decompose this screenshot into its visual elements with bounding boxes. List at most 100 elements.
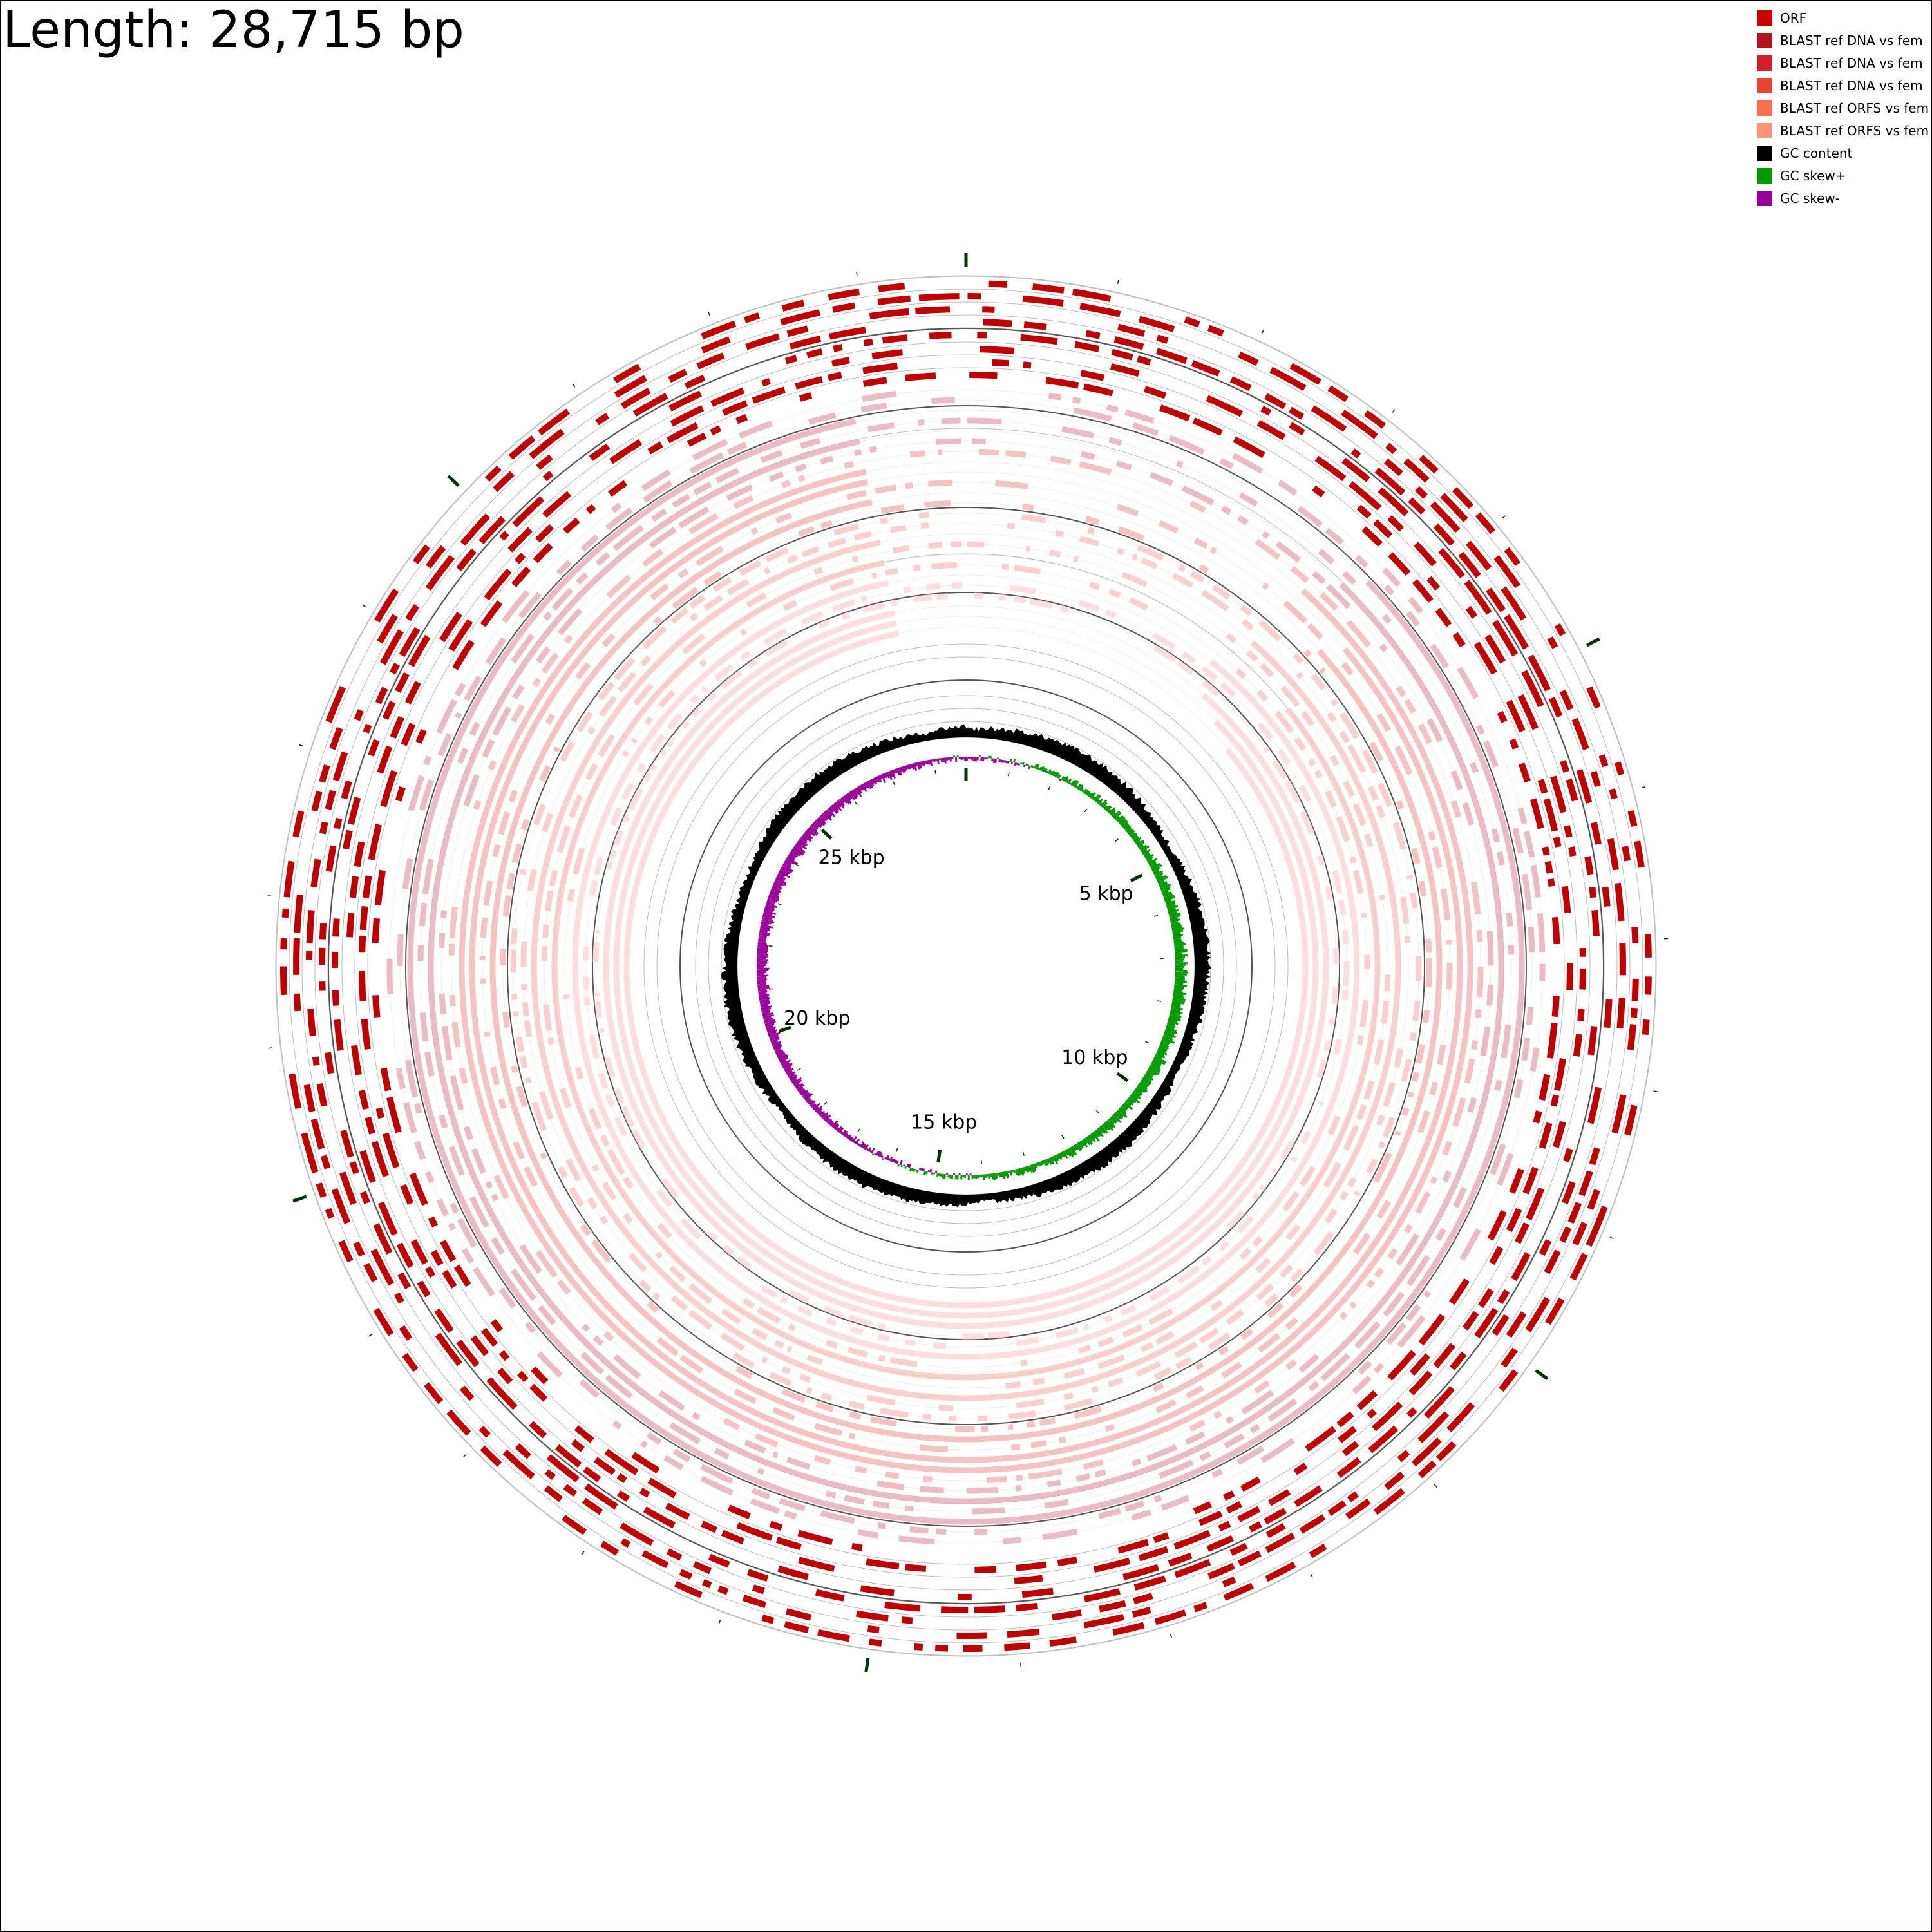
inner-major-tick bbox=[1116, 1072, 1129, 1083]
gc-skew-negative bbox=[823, 1114, 829, 1121]
blast-hit bbox=[1405, 611, 1421, 627]
blast-hit bbox=[1240, 1328, 1254, 1340]
blast-hit bbox=[649, 527, 677, 549]
orf-feature bbox=[1384, 1472, 1405, 1490]
blast-hit bbox=[1475, 724, 1485, 735]
orf-feature bbox=[1138, 1546, 1169, 1562]
blast-hit bbox=[1003, 1537, 1022, 1544]
blast-hit bbox=[1104, 609, 1117, 619]
orf-feature bbox=[1509, 738, 1519, 750]
blast-hit bbox=[414, 1141, 426, 1160]
gc-skew-positive bbox=[1072, 779, 1077, 787]
blast-hit bbox=[712, 576, 733, 592]
blast-hit bbox=[600, 1134, 611, 1148]
orf-feature bbox=[351, 1045, 362, 1075]
outer-minor-tick bbox=[708, 312, 711, 316]
blast-hit bbox=[1209, 546, 1217, 554]
blast-hit bbox=[564, 634, 573, 644]
gc-skew-positive bbox=[1020, 762, 1023, 764]
outer-minor-tick bbox=[1641, 786, 1646, 788]
blast-hit bbox=[1008, 1410, 1036, 1420]
orf-feature bbox=[1240, 1476, 1261, 1492]
gc-skew-positive bbox=[897, 1164, 900, 1167]
legend-swatch bbox=[1757, 167, 1772, 184]
orf-feature bbox=[1418, 1314, 1446, 1346]
blast-hit bbox=[611, 502, 622, 513]
gc-skew-positive bbox=[1133, 1090, 1141, 1097]
blast-hit bbox=[920, 1444, 949, 1452]
blast-hit bbox=[585, 763, 598, 781]
orf-feature bbox=[620, 1538, 631, 1548]
blast-hit bbox=[1363, 1080, 1375, 1101]
orf-feature bbox=[692, 1561, 712, 1575]
orf-feature bbox=[1260, 406, 1272, 416]
orf-feature bbox=[1093, 1557, 1131, 1573]
inner-minor-tick bbox=[1115, 838, 1119, 842]
blast-hit bbox=[967, 541, 985, 548]
blast-hit bbox=[813, 1455, 831, 1465]
orf-feature bbox=[701, 1520, 718, 1533]
outer-minor-tick bbox=[1117, 279, 1119, 285]
orf-feature bbox=[746, 1569, 769, 1582]
blast-hit bbox=[663, 1455, 684, 1471]
blast-hit bbox=[558, 1166, 568, 1179]
blast-track-guide bbox=[420, 420, 1512, 1512]
gc-skew-positive bbox=[1165, 900, 1175, 905]
gc-skew-positive bbox=[1052, 772, 1057, 777]
outer-minor-tick bbox=[1392, 409, 1396, 413]
gc-skew-negative bbox=[802, 834, 812, 842]
gc-skew-negative bbox=[794, 1083, 800, 1088]
gc-skew-negative bbox=[761, 920, 772, 925]
orf-feature bbox=[1083, 383, 1113, 397]
blast-hit bbox=[1241, 619, 1255, 631]
legend-swatch bbox=[1757, 10, 1772, 26]
gc-skew-negative bbox=[785, 858, 795, 865]
orf-feature bbox=[1542, 846, 1550, 856]
blast-hit bbox=[1218, 1345, 1229, 1356]
orf-feature bbox=[348, 797, 361, 826]
orf-feature bbox=[511, 566, 531, 587]
orf-feature bbox=[1551, 916, 1560, 945]
orf-feature bbox=[358, 1090, 369, 1110]
blast-hit bbox=[1262, 746, 1271, 753]
gc-skew-positive bbox=[1049, 770, 1053, 775]
blast-hit bbox=[1061, 426, 1095, 439]
gc-skew-positive bbox=[1142, 849, 1151, 855]
orf-feature bbox=[687, 432, 707, 447]
gc-skew-negative bbox=[849, 791, 856, 800]
blast-hit bbox=[1373, 1363, 1385, 1374]
blast-hit bbox=[1083, 1323, 1090, 1331]
blast-hit bbox=[1267, 1302, 1284, 1319]
blast-hit bbox=[779, 1497, 806, 1511]
blast-hit bbox=[1148, 1307, 1174, 1326]
blast-hit bbox=[665, 739, 674, 748]
gc-skew-positive bbox=[1172, 927, 1184, 932]
gc-skew-positive bbox=[1150, 862, 1157, 868]
blast-hit bbox=[527, 869, 537, 891]
blast-hit bbox=[1442, 1141, 1453, 1156]
blast-hit bbox=[492, 706, 512, 736]
blast-hit bbox=[540, 1152, 548, 1160]
blast-hit bbox=[1401, 1059, 1412, 1082]
gc-skew-positive bbox=[1135, 1087, 1143, 1094]
gc-skew-positive bbox=[1141, 1079, 1150, 1087]
blast-hit bbox=[760, 450, 783, 463]
gc-skew-negative bbox=[920, 761, 923, 766]
gc-skew-negative bbox=[828, 1120, 833, 1126]
gc-skew-positive bbox=[1075, 1143, 1082, 1151]
blast-hit bbox=[598, 681, 615, 701]
blast-hit bbox=[1450, 800, 1462, 818]
inner-major-tick bbox=[820, 828, 833, 840]
blast-hit bbox=[1151, 632, 1176, 650]
orf-feature bbox=[294, 894, 303, 933]
blast-hit bbox=[1285, 1224, 1301, 1241]
feature-tracks bbox=[280, 280, 1652, 1653]
blast-hit bbox=[649, 763, 658, 772]
gc-skew-positive bbox=[1170, 1007, 1180, 1012]
blast-hit bbox=[1435, 1227, 1446, 1241]
blast-hit bbox=[672, 493, 691, 508]
orf-feature bbox=[1289, 422, 1305, 436]
blast-hit bbox=[559, 1087, 572, 1108]
gc-skew-positive bbox=[1064, 1150, 1069, 1156]
blast-hit bbox=[1141, 557, 1158, 569]
